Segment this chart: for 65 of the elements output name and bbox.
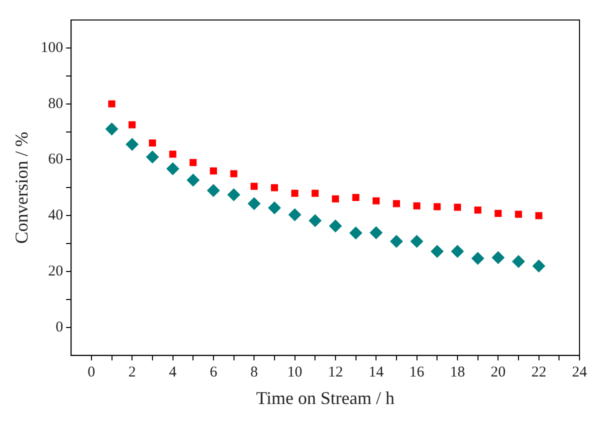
point [166,162,180,176]
point [370,226,383,240]
x-tick-label: 0 [88,364,96,380]
point [250,182,258,190]
point [268,201,281,214]
point [248,197,261,210]
point [230,170,238,178]
point [186,174,200,187]
y-tick-label: 20 [48,263,64,280]
y-tick-label: 80 [48,96,64,112]
point [413,202,420,210]
x-tick-label: 18 [450,364,465,380]
point [434,203,441,210]
point [471,252,484,265]
point [227,188,240,202]
point [126,138,139,151]
point [532,259,546,272]
point [474,206,482,214]
x-tick-label: 24 [572,364,588,380]
point [108,100,116,108]
point [410,234,424,248]
x-axis-title: Time on Stream / h [256,388,394,408]
point [270,184,278,192]
point [494,210,502,217]
point [390,234,403,248]
x-tick-label: 8 [250,364,258,380]
point [146,150,159,164]
x-tick-label: 10 [287,364,302,380]
x-tick-label: 12 [328,364,343,380]
x-tick-label: 2 [128,364,136,380]
point [349,226,362,240]
point [312,190,319,197]
y-tick-label: 100 [40,40,64,56]
x-tick-label: 22 [531,364,546,380]
y-axis-title: Conversion / % [12,132,32,244]
y-tick-label: 40 [48,208,64,224]
point [332,195,340,202]
point [430,244,444,258]
y-tick-label: 0 [56,319,64,336]
point [535,212,542,220]
point [308,214,322,228]
y-tick-label: 60 [48,152,64,168]
x-tick-label: 20 [490,364,506,380]
point [352,194,360,202]
point [190,159,197,166]
point [210,167,217,174]
x-tick-label: 4 [169,364,178,380]
point [372,197,380,204]
point [514,210,522,218]
point [169,150,176,158]
point [291,190,298,197]
point [206,184,220,197]
point [492,251,505,264]
point [105,122,118,136]
point [392,200,400,208]
point [288,208,302,222]
point [328,219,342,232]
point [128,121,136,128]
point [148,139,156,147]
point [450,244,464,258]
x-tick-label: 6 [210,364,218,380]
point [454,204,462,211]
x-tick-label: 16 [409,364,425,380]
point [512,254,525,268]
x-tick-label: 14 [368,364,384,380]
